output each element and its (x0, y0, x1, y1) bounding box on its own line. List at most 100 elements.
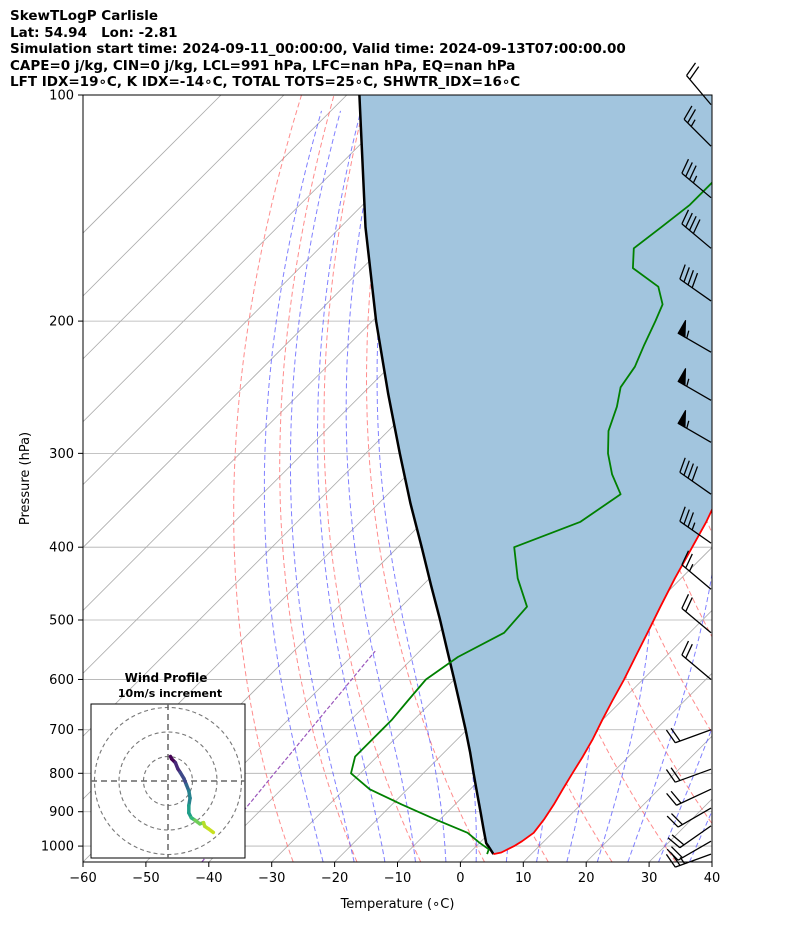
isotherm-line (83, 95, 348, 360)
barb-full (681, 594, 690, 609)
barb-flag (677, 410, 687, 429)
isotherm-line (334, 484, 712, 862)
barb-half (688, 563, 694, 572)
x-tick-label: −40 (195, 871, 222, 886)
dry-adiabat (365, 95, 485, 862)
barb-full (685, 597, 693, 612)
moist-adiabat (658, 726, 712, 862)
wind-barb (677, 368, 712, 401)
wind-barb (665, 727, 712, 744)
barb-full (667, 837, 681, 849)
barb-staff (679, 825, 712, 849)
barb-full (685, 553, 693, 569)
isotherm-line (83, 95, 222, 234)
barb-full (687, 463, 695, 479)
wind-barb (681, 209, 712, 249)
x-axis-label: Temperature (∘C) (340, 897, 455, 912)
y-tick-label: 300 (49, 447, 74, 462)
cape-summary: CAPE=0 j/kg, CIN=0 j/kg, LCL=991 hPa, LF… (10, 57, 516, 74)
barb-full (666, 792, 678, 806)
barb-half (686, 420, 690, 429)
wind-barb (665, 767, 712, 783)
barb-staff (676, 788, 712, 806)
y-tick-label: 700 (49, 723, 74, 738)
barb-flag (677, 368, 687, 387)
wind-barb (667, 825, 712, 849)
dry-adiabat (725, 95, 794, 862)
hodograph-subtitle: 10m/s increment (118, 687, 222, 700)
chart-title: SkewTLogP Carlisle (10, 8, 159, 24)
moist-adiabat (345, 110, 416, 862)
isotherm-line (83, 95, 285, 297)
barb-half (692, 175, 698, 184)
barb-full (679, 457, 686, 473)
barb-staff (675, 729, 712, 744)
barb-full (665, 729, 676, 744)
barb-full (670, 767, 681, 781)
barb-full (686, 62, 697, 76)
barb-full (670, 813, 683, 826)
isotherm-line (83, 95, 473, 486)
barb-staff (681, 172, 712, 199)
wind-barb (686, 62, 712, 106)
stability-indices: LFT IDX=19∘C, K IDX=-14∘C, TOTAL TOTS=25… (10, 74, 521, 90)
hodograph-title: Wind Profile (125, 671, 208, 685)
barb-full (666, 848, 679, 861)
y-tick-label: 100 (49, 89, 74, 104)
barb-full (671, 834, 685, 846)
barb-full (691, 272, 699, 288)
wind-barb (681, 594, 712, 634)
isotherm-line (523, 672, 712, 862)
y-tick-label: 400 (49, 541, 74, 556)
y-tick-label: 1000 (41, 840, 74, 855)
barb-full (685, 212, 693, 228)
x-tick-label: −60 (69, 871, 96, 886)
barb-full (692, 219, 701, 234)
plot-area (83, 95, 794, 862)
barb-full (688, 165, 697, 180)
hodograph-plot (91, 704, 245, 858)
barb-staff (679, 471, 712, 495)
barb-flag (677, 319, 687, 339)
x-tick-label: −50 (132, 871, 159, 886)
chart-header: SkewTLogP Carlisle Lat: 54.94 Lon: -2.81… (10, 8, 790, 91)
barb-full (670, 727, 681, 742)
wind-barb (681, 158, 712, 199)
barb-staff (677, 840, 712, 861)
barb-staff (686, 75, 712, 106)
x-tick-label: 10 (515, 871, 532, 886)
x-tick-label: 0 (456, 871, 464, 886)
barb-full (679, 506, 686, 522)
barb-half (690, 119, 696, 127)
barb-full (685, 162, 693, 177)
y-tick-label: 200 (49, 315, 74, 330)
barb-full (683, 105, 693, 120)
moist-adiabat (263, 110, 324, 862)
barb-staff (675, 853, 712, 868)
dry-adiabat (233, 95, 302, 862)
simulation-times: Simulation start time: 2024-09-11_00:00:… (10, 41, 626, 57)
barb-full (681, 550, 690, 566)
barb-full (688, 215, 697, 231)
barb-staff (683, 118, 712, 147)
barb-half (686, 330, 690, 339)
barb-full (687, 270, 695, 286)
dry-adiabat (323, 95, 422, 862)
dry-adiabat (279, 95, 358, 862)
hodograph-inset: Wind Profile 10m/s increment (90, 671, 246, 859)
wind-barb (681, 550, 712, 590)
isotherm-line (83, 95, 410, 423)
moist-adiabat (376, 110, 447, 862)
wind-barb (666, 807, 712, 828)
y-tick-label: 800 (49, 767, 74, 782)
barb-full (670, 790, 682, 804)
barb-full (683, 267, 690, 283)
barb-full (683, 509, 690, 525)
wind-barb (679, 506, 712, 544)
barb-full (689, 66, 700, 80)
barb-staff (681, 564, 712, 590)
barb-staff (681, 654, 712, 680)
barb-full (681, 209, 690, 225)
x-tick-label: −20 (321, 871, 348, 886)
